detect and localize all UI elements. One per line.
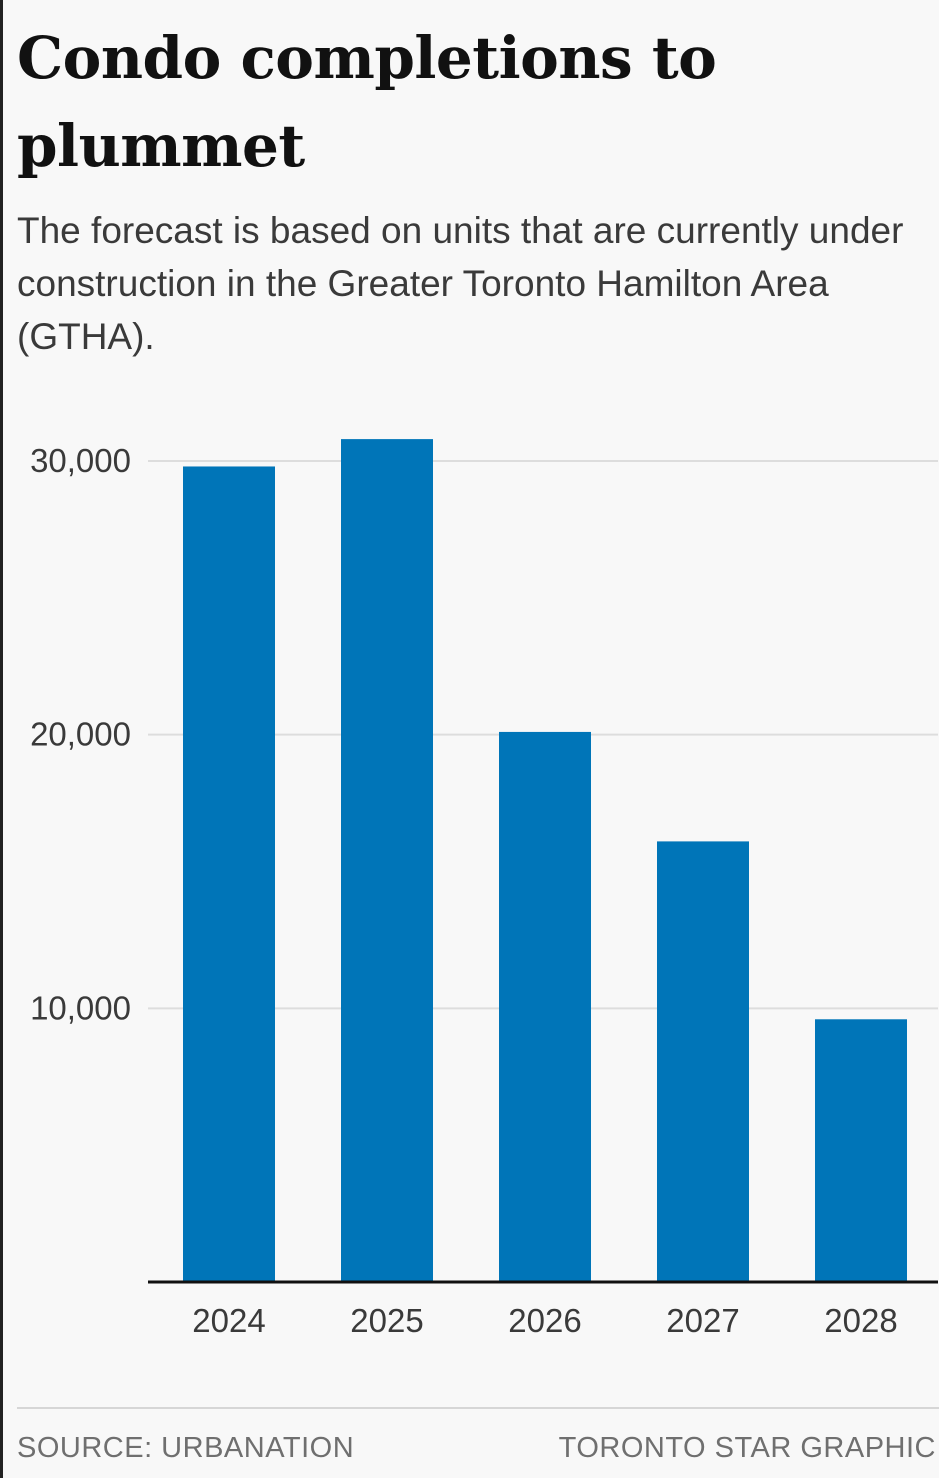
bars	[183, 439, 907, 1282]
bar-2028	[815, 1019, 907, 1282]
x-tick-label: 2024	[192, 1302, 265, 1339]
y-tick-label: 10,000	[30, 989, 131, 1026]
x-tick-label: 2026	[508, 1302, 581, 1339]
bar-2026	[499, 731, 591, 1282]
x-tick-label: 2025	[350, 1302, 423, 1339]
source-credit: SOURCE: URBANATION	[17, 1432, 355, 1464]
chart-title: Condo completions to plummet	[17, 24, 717, 180]
y-axis-tick-labels: 10,000 20,000 30,000	[30, 442, 131, 1026]
bar-2025	[341, 439, 433, 1282]
x-tick-label: 2027	[666, 1302, 739, 1339]
x-axis-tick-labels: 2024 2025 2026 2027 2028	[192, 1302, 897, 1339]
chart-subtitle: The forecast is based on units that are …	[17, 210, 904, 357]
footer-divider	[17, 1407, 939, 1409]
publisher-credit: TORONTO STAR GRAPHIC	[558, 1432, 936, 1464]
y-tick-label: 30,000	[30, 442, 131, 479]
bar-chart: 10,000 20,000 30,000 2024 2025 2026 2027 2028	[30, 439, 938, 1339]
bar-2027	[657, 841, 749, 1282]
y-tick-label: 20,000	[30, 716, 131, 753]
x-tick-label: 2028	[824, 1302, 897, 1339]
bar-2024	[183, 466, 275, 1282]
